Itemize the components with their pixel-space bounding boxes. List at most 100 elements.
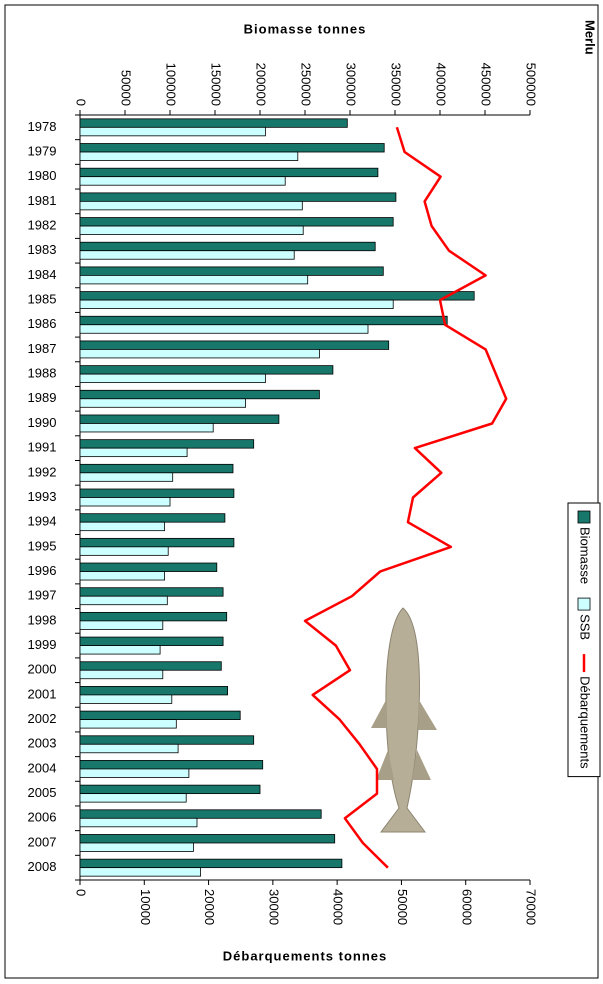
bar [79,636,224,646]
bar [79,389,320,400]
x-tick-label: 1990 [28,415,57,430]
bar [79,176,286,186]
bar [79,867,202,877]
bar [79,439,255,449]
fish [371,607,437,833]
bar [79,365,334,375]
bar [79,497,171,507]
bar [79,299,394,309]
x-tick-label: 1995 [28,538,57,553]
legend-box [567,502,601,778]
bar [79,315,448,326]
bar [79,809,322,819]
bar [79,192,397,202]
bar [79,340,390,350]
bar [79,521,166,532]
y2-tick-label: 10000 [138,889,153,925]
bar [79,225,304,235]
bar [79,373,266,384]
bar [79,743,179,754]
frame [4,4,599,979]
y-tick-label: 500000 [524,63,539,106]
x-tick-label: 1979 [28,143,57,158]
legend-label: Débarquements [578,676,593,769]
y2-tick-label: 20000 [202,889,217,925]
x-tick-label: 1985 [28,292,57,307]
bar [79,587,224,597]
bar [79,250,295,260]
bar [79,398,247,408]
bar [79,562,218,572]
y2-tick-label: 40000 [331,889,346,925]
bar [79,595,168,606]
bar [79,611,228,622]
bar [79,118,348,128]
x-tick-label: 2005 [28,785,57,800]
bar [79,834,336,844]
x-tick-label: 2006 [28,810,57,825]
y-axis-title: Biomasse tonnes [244,21,367,36]
bar [79,842,194,852]
y-tick-label: 100000 [164,63,179,106]
y2-tick-label: 60000 [459,889,474,925]
x-tick-label: 2002 [28,711,57,726]
legend-swatch [577,510,591,524]
bar [79,200,303,211]
y2-tick-label: 50000 [395,889,410,925]
bar [79,143,385,153]
bar [79,488,235,498]
x-tick-label: 1993 [28,489,57,504]
bar [79,472,174,482]
x-tick-label: 2004 [28,760,57,775]
x-tick-label: 1996 [28,563,57,578]
y-tick-label: 450000 [479,63,494,106]
bar [79,620,164,630]
legend-swatch [577,597,591,611]
x-tick-label: 1983 [28,242,57,257]
x-tick-label: 2007 [28,834,57,849]
y2-tick-label: 30000 [266,889,281,925]
x-tick-label: 1999 [28,637,57,652]
bar [79,571,166,581]
rotated-chart: Merlu 0 50000 100000 150000 200000 250000 3000… [4,4,601,979]
bar [79,661,222,671]
legend-label: SSB [578,614,593,640]
bar [79,735,255,745]
bar [79,423,214,433]
y2-tick-label: 70000 [524,889,539,925]
y-tick-label: 250000 [299,63,314,106]
bar [79,349,320,359]
y-tick-label: 50000 [119,70,134,106]
x-tick-label: 1984 [28,267,57,282]
bar [79,686,229,696]
x-tick-label: 1986 [28,316,57,331]
line [303,126,508,869]
bar [79,324,369,334]
bar [79,768,190,778]
y-tick-label: 150000 [209,63,224,106]
bar [79,669,164,680]
bar [79,126,266,137]
x-tick-label: 2003 [28,736,57,751]
y2-tick-label: 0 [74,889,89,896]
fish-fins [371,700,437,780]
bar [79,537,235,548]
bar [79,167,379,178]
bar [79,217,394,227]
bar [79,151,299,161]
x-tick-label: 1991 [28,440,57,455]
x-tick-label: 1978 [28,119,57,134]
legend-label: Biomasse [578,527,593,584]
bar [79,447,188,458]
bar [79,275,309,285]
y-tick-label: 400000 [434,63,449,106]
bar [79,694,173,704]
x-tick-label: 1980 [28,168,57,183]
x-tick-label: 1981 [28,193,57,208]
bar [79,784,261,795]
x-tick-label: 1997 [28,588,57,603]
bar [79,513,226,523]
bar [79,414,280,424]
bar [79,793,187,803]
